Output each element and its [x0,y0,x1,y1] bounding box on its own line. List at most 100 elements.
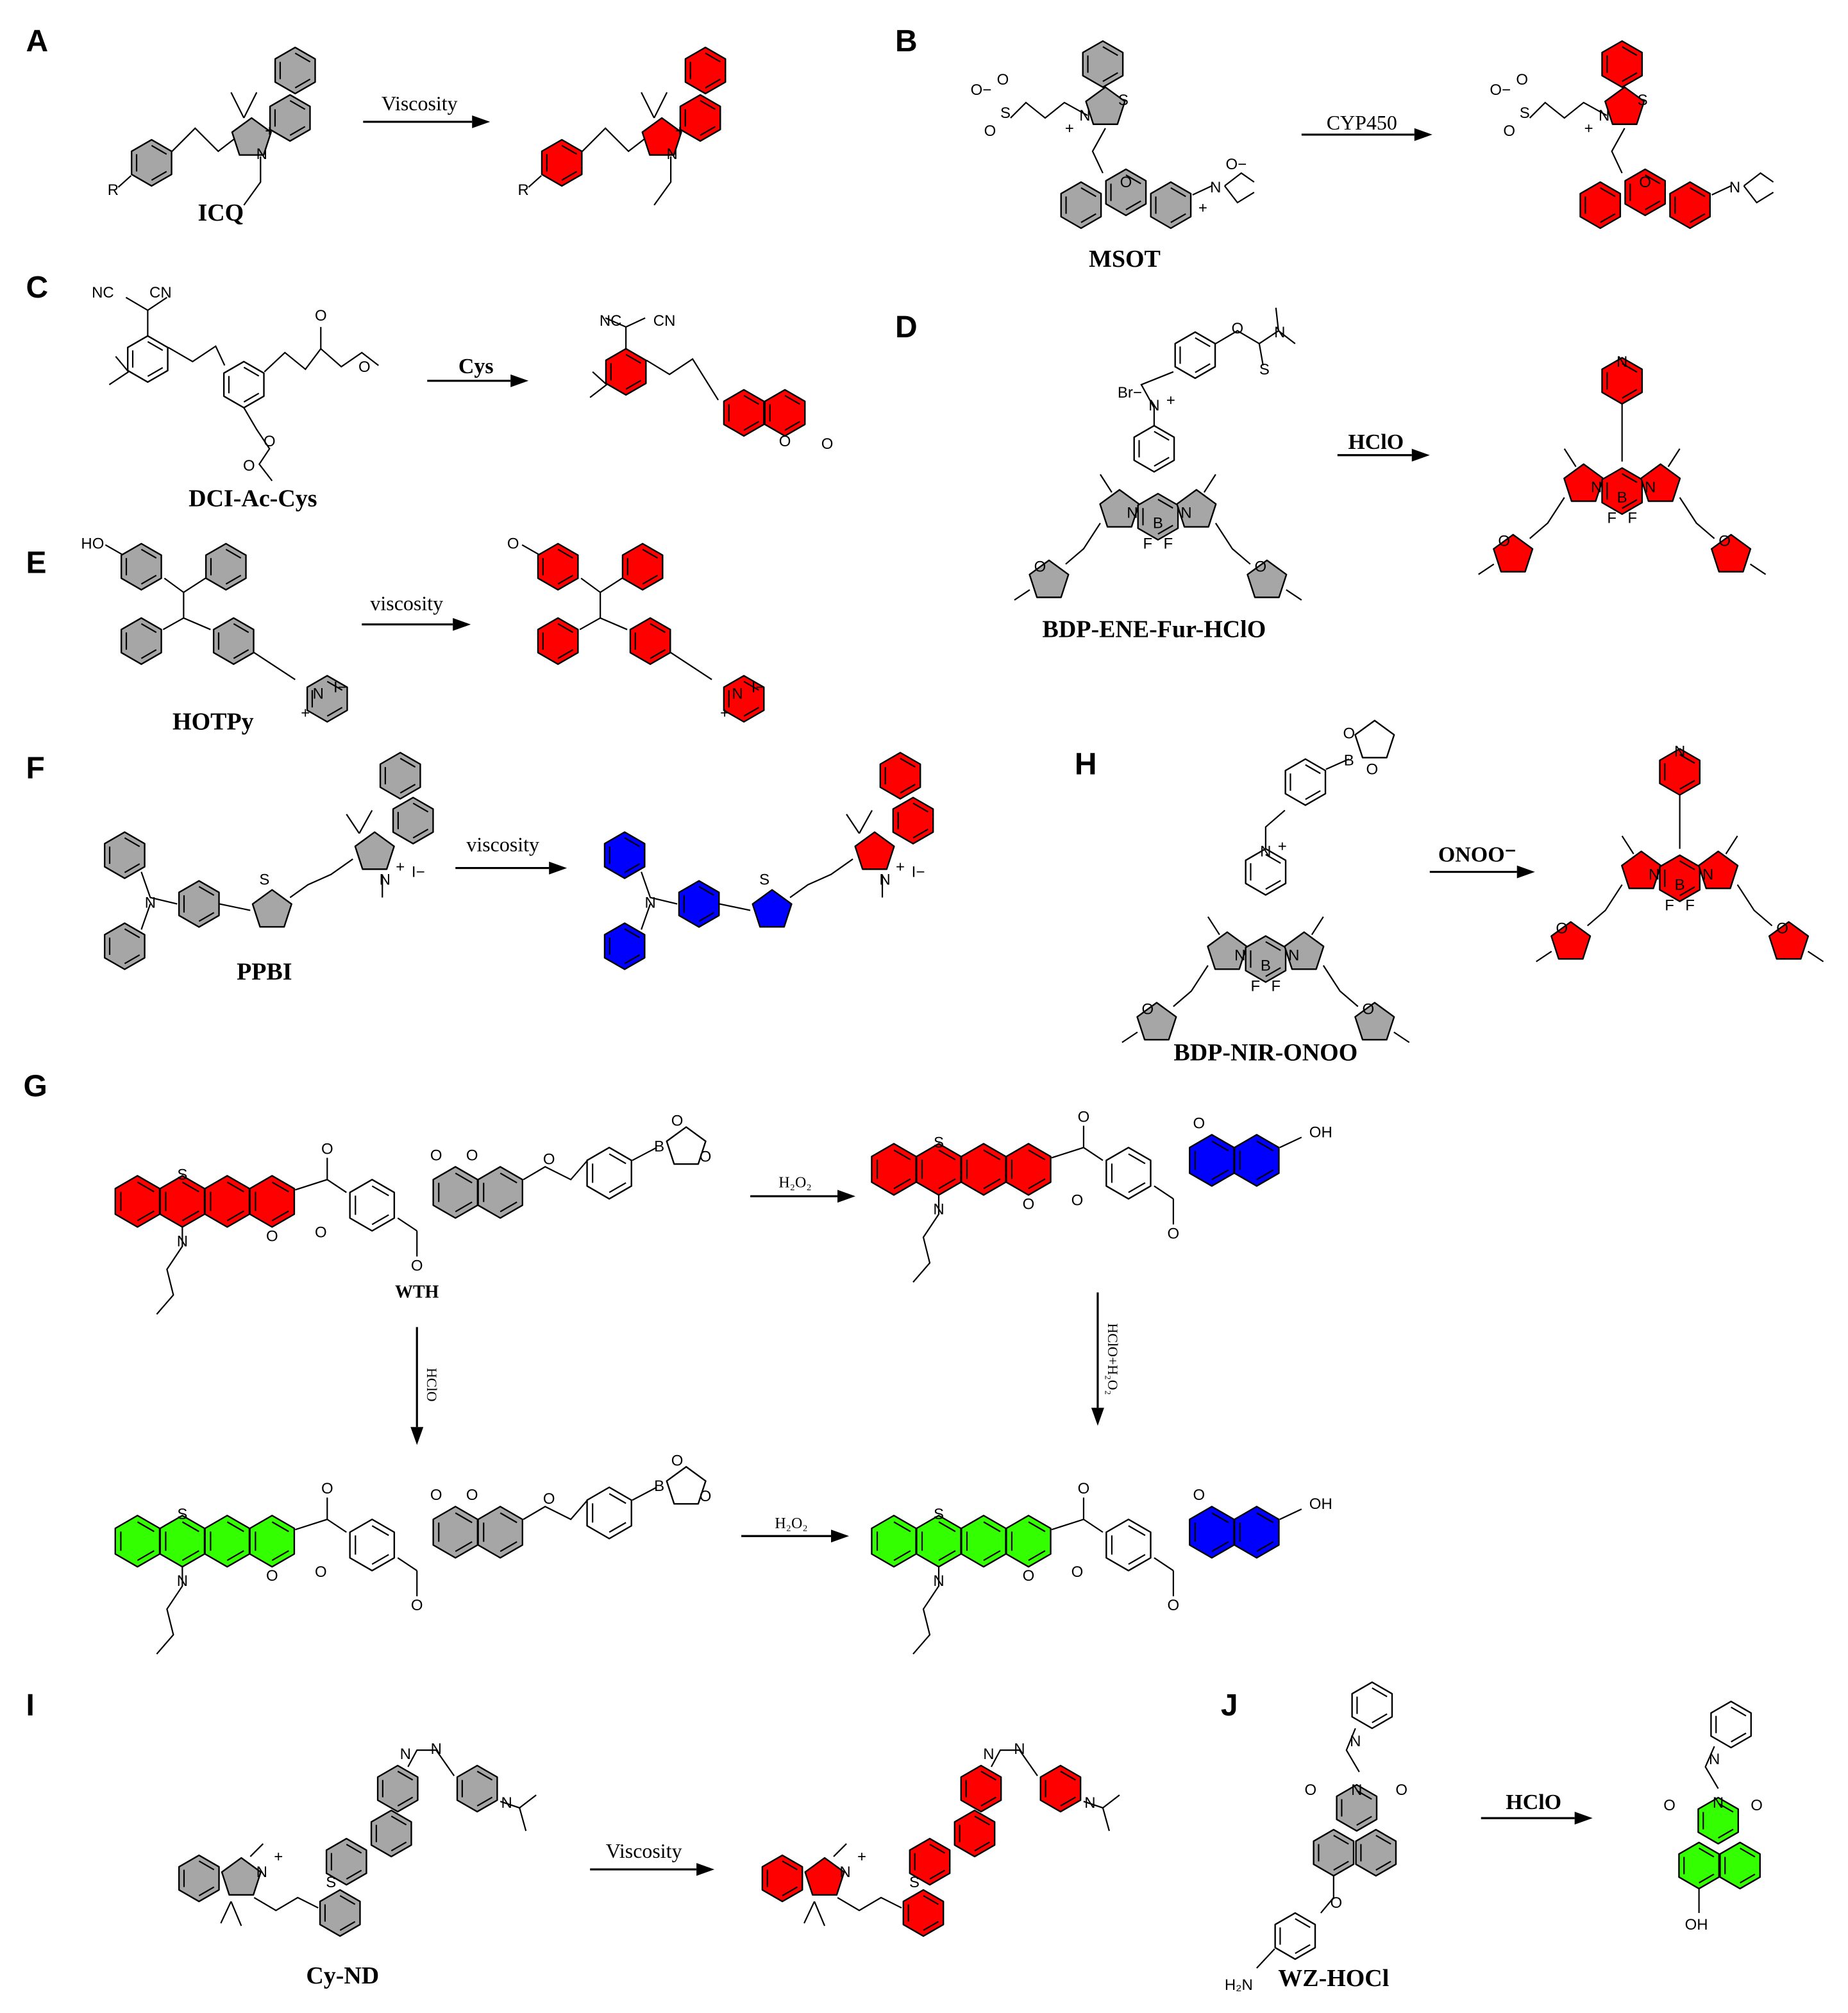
bond [346,813,360,834]
five-membered-ring [752,889,793,928]
six-membered-ring [477,1506,523,1559]
atom-label: O [1718,533,1731,550]
bond [1345,1728,1360,1773]
bond [140,904,151,930]
bond [1214,523,1251,565]
atom-label: N [933,1572,944,1590]
six-membered-ring [879,752,921,800]
atom-label: O [321,1480,333,1497]
bond [220,1901,232,1924]
double-bond [391,1815,407,1826]
atom-label: O− [1226,156,1247,173]
molecule-ppbi-product: N S N + I− [603,752,934,970]
double-bond [137,1210,155,1222]
double-bond [346,1869,362,1880]
atom-label: N [1351,1781,1362,1799]
bond [156,1227,183,1315]
atom-label: F [1665,897,1674,914]
bond [117,175,132,188]
double-bond [900,757,916,768]
bond [803,1901,816,1924]
six-membered-ring [249,1515,296,1568]
atom-label: + [396,859,405,876]
bond [162,617,211,630]
reaction-arrow-d [1337,448,1430,462]
double-bond [500,1201,517,1213]
molecule-icq-product: R N + [518,46,727,206]
six-membered-ring [603,831,646,879]
reaction-arrow-g-hclo-h2o2 [1091,1292,1104,1426]
atom-label: B [654,1478,664,1495]
six-membered-ring [178,880,220,928]
double-bond [1622,46,1638,56]
six-membered-ring [249,1175,296,1228]
atom-label: N [644,895,655,912]
bond [1611,128,1625,174]
double-bond [784,394,800,405]
bond [1014,589,1030,601]
atom-label: N [431,1740,442,1758]
double-bond [1622,389,1638,399]
double-bond [412,829,429,839]
reagent-cyp450: CYP450 [1327,112,1397,134]
five-membered-ring [1207,931,1248,970]
six-membered-ring [605,348,647,396]
bond [407,1749,455,1776]
atom-label: NC [92,284,114,301]
atom-label: O [1193,1115,1205,1132]
bond [579,617,628,630]
bond [397,1217,417,1232]
double-bond [1125,200,1141,210]
atom-label: N [1350,1733,1361,1750]
atom-label: OH [1685,1916,1708,1933]
double-bond [226,1550,244,1562]
six-membered-ring [1710,1700,1752,1749]
six-membered-ring [1274,1912,1316,1960]
atom-label: I− [752,679,765,696]
double-bond [371,1214,389,1225]
atom-label: OH [1309,1124,1332,1141]
panel-letter-a: A [26,24,48,58]
atom-label: O− [971,81,992,99]
molecule-wz-hocl: N N O O O H₂N [1225,1681,1407,1994]
compound-name-bdp-nir-onoo: BDP-NIR-ONOO [1173,1039,1357,1066]
double-bond [371,1185,389,1197]
five-membered-ring [251,889,292,928]
double-bond [181,1521,199,1533]
bond [632,1147,657,1161]
double-bond [929,1869,945,1880]
six-membered-ring [349,1179,396,1232]
double-bond [642,548,659,559]
double-bond [1731,1706,1747,1717]
bond [253,652,296,680]
double-bond [980,1796,996,1807]
double-bond [1679,886,1695,897]
bond [1529,101,1608,119]
double-bond [1265,941,1281,951]
bond [1091,128,1106,174]
six-membered-ring [1313,1828,1355,1877]
double-bond [151,144,167,155]
double-bond [561,171,578,181]
reagent-hclo-d: HClO [1348,430,1404,454]
five-membered-ring [1247,559,1288,598]
double-bond [1170,187,1186,198]
atom-label: O [1023,1567,1035,1585]
double-bond [294,53,311,63]
atom-label: O [466,1487,478,1504]
double-bond [980,1771,996,1781]
bond [1279,1508,1302,1520]
reaction-arrow-f [455,861,567,875]
five-membered-ring [1711,534,1752,573]
bond [519,1807,527,1832]
atom-label: O [1330,1894,1342,1912]
six-membered-ring [1174,331,1216,380]
panel-letter-c: C [26,271,48,305]
six-membered-ring [961,1143,1007,1196]
double-bond [938,1550,956,1562]
double-bond [124,954,140,964]
double-bond [181,1181,199,1193]
atom-label: O [430,1147,442,1164]
bond [289,858,353,898]
